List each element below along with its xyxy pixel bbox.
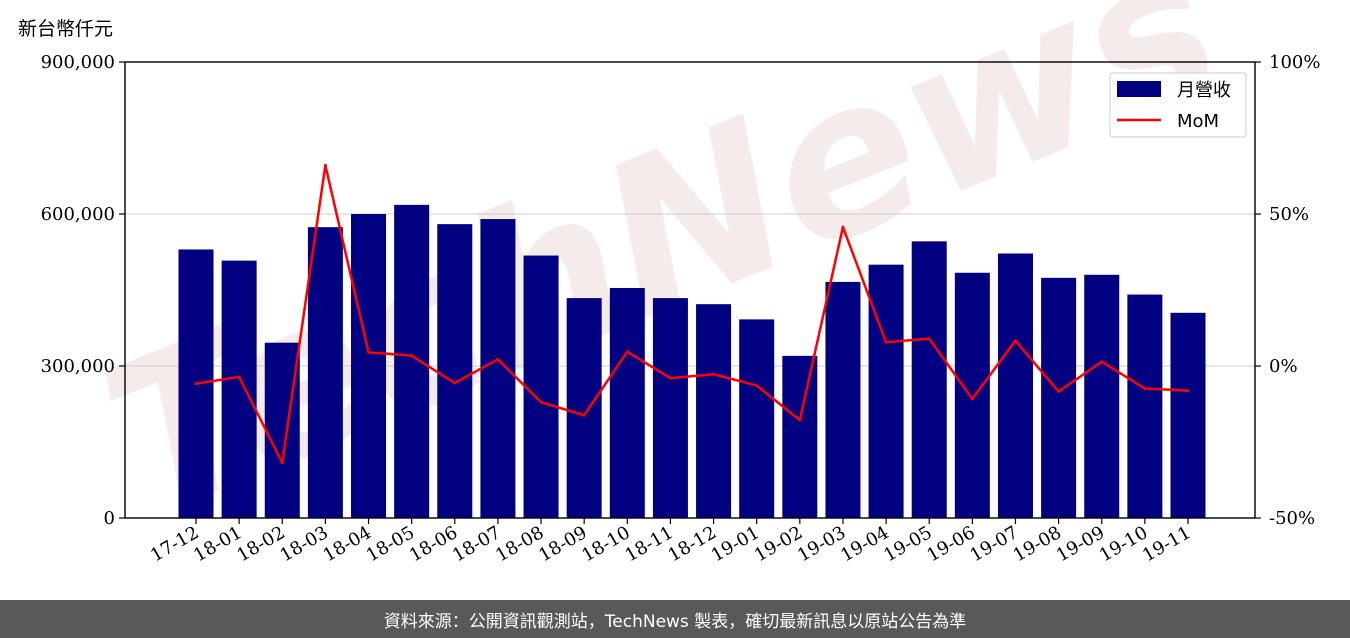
bar-19-10 — [1127, 294, 1163, 518]
bar-19-02 — [782, 355, 818, 518]
mom-point-19-07 — [1013, 339, 1017, 343]
y-axis-unit-label: 新台幣仟元 — [18, 18, 114, 40]
mom-point-19-01 — [755, 383, 759, 387]
mom-point-18-11 — [668, 376, 672, 380]
bar-19-06 — [954, 272, 990, 518]
bar-18-06 — [437, 224, 473, 518]
x-tick-label: 18-06 — [406, 522, 461, 566]
mom-point-19-08 — [1057, 390, 1061, 394]
mom-point-19-02 — [798, 418, 802, 422]
bar-19-08 — [1041, 277, 1077, 518]
bar-18-02 — [264, 342, 300, 518]
mom-point-18-03 — [323, 163, 327, 167]
mom-point-19-03 — [841, 225, 845, 229]
mom-point-17-12 — [194, 382, 198, 386]
x-tick-label: 19-06 — [923, 522, 978, 566]
mom-point-18-12 — [712, 372, 716, 376]
x-tick-label: 19-02 — [751, 522, 806, 566]
right-tick-label: 100% — [1269, 52, 1320, 73]
mom-point-19-05 — [927, 337, 931, 341]
bar-19-04 — [868, 264, 904, 518]
x-tick-label: 19-11 — [1139, 522, 1194, 566]
x-tick-label: 18-09 — [535, 522, 590, 566]
bar-18-05 — [394, 204, 430, 518]
mom-point-18-01 — [237, 375, 241, 379]
mom-point-18-10 — [625, 350, 629, 354]
right-tick-label: 0% — [1269, 356, 1298, 377]
bar-19-03 — [825, 281, 861, 518]
x-tick-label: 18-11 — [621, 522, 676, 566]
mom-line-series — [194, 163, 1190, 465]
left-tick-label: 300,000 — [41, 356, 115, 377]
mom-point-18-09 — [582, 413, 586, 417]
bar-19-11 — [1170, 312, 1206, 518]
left-y-axis: 0 300,000 600,000 900,000 — [41, 52, 125, 529]
x-tick-label: 19-08 — [1010, 522, 1065, 566]
x-tick-label: 18-07 — [449, 522, 504, 566]
bar-18-10 — [609, 287, 645, 518]
mom-point-19-04 — [884, 340, 888, 344]
x-tick-label: 19-03 — [794, 522, 849, 566]
bar-19-09 — [1084, 274, 1120, 518]
mom-point-18-06 — [453, 381, 457, 385]
bar-18-03 — [307, 227, 343, 518]
x-tick-label: 18-04 — [320, 522, 375, 566]
x-tick-label: 19-07 — [967, 522, 1022, 566]
mom-point-18-05 — [410, 354, 414, 358]
x-tick-label: 19-01 — [708, 522, 763, 566]
x-tick-label: 18-03 — [276, 522, 331, 566]
mom-point-19-11 — [1186, 389, 1190, 393]
left-tick-label: 900,000 — [41, 52, 115, 73]
mom-point-18-04 — [367, 350, 371, 354]
left-tick-label: 0 — [104, 508, 115, 529]
x-tick-label: 18-08 — [492, 522, 547, 566]
bar-18-12 — [696, 304, 732, 518]
mom-point-18-07 — [496, 357, 500, 361]
mom-point-19-09 — [1100, 360, 1104, 364]
bar-19-05 — [911, 241, 947, 519]
mom-point-18-02 — [280, 461, 284, 465]
right-tick-label: -50% — [1269, 508, 1315, 529]
legend: 月營收 MoM — [1109, 72, 1247, 138]
mom-point-18-08 — [539, 400, 543, 404]
bar-series — [178, 204, 1206, 519]
x-tick-label: 19-05 — [880, 522, 935, 566]
bar-18-01 — [221, 260, 257, 518]
x-tick-label: 18-12 — [665, 522, 720, 566]
x-axis: 17-1218-0118-0218-0318-0418-0518-0618-07… — [147, 518, 1195, 566]
bar-19-01 — [739, 319, 775, 518]
left-tick-label: 600,000 — [41, 204, 115, 225]
bar-18-09 — [566, 298, 602, 518]
x-tick-label: 19-10 — [1096, 522, 1151, 566]
mom-line — [195, 164, 1189, 464]
x-tick-label: 18-10 — [578, 522, 633, 566]
bar-18-04 — [351, 214, 387, 518]
mom-point-19-10 — [1143, 386, 1147, 390]
right-y-axis: -50% 0% 50% 100% — [1255, 52, 1320, 529]
bar-18-11 — [652, 298, 688, 518]
legend-label-mom: MoM — [1177, 111, 1219, 132]
legend-bar-swatch — [1117, 81, 1161, 97]
plot-frame — [124, 61, 1256, 519]
x-tick-label: 19-04 — [837, 522, 892, 566]
mom-point-19-06 — [970, 397, 974, 401]
x-tick-label: 18-05 — [363, 522, 418, 566]
legend-label-revenue: 月營收 — [1177, 80, 1231, 101]
x-tick-label: 19-09 — [1053, 522, 1108, 566]
right-tick-label: 50% — [1269, 204, 1309, 225]
source-footer: 資料來源：公開資訊觀測站，TechNews 製表，確切最新訊息以原站公告為準 — [0, 600, 1350, 638]
bar-19-07 — [997, 253, 1033, 518]
bar-18-07 — [480, 219, 516, 519]
bar-18-08 — [523, 255, 559, 518]
